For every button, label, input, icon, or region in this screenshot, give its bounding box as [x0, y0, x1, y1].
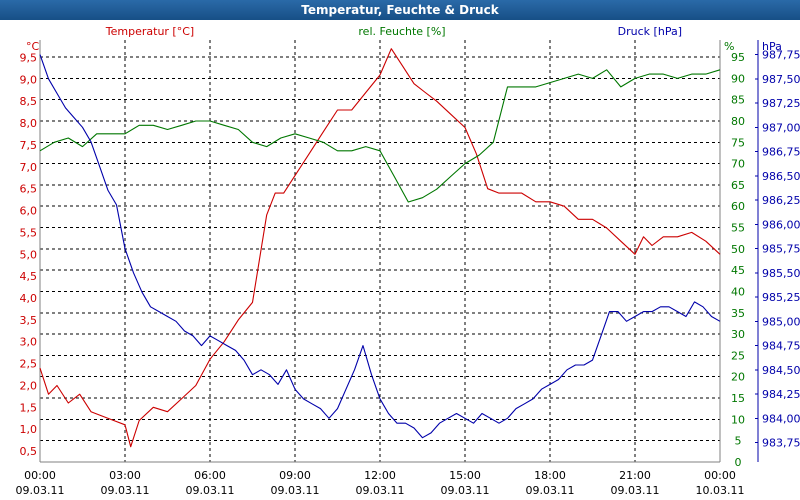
temperature-tick-label: 6,0 — [20, 205, 38, 218]
pressure-tick-label: 987,50 — [762, 73, 800, 86]
temperature-tick-label: 3,0 — [20, 336, 38, 349]
legend-pressure: Druck [hPa] — [618, 25, 682, 38]
pressure-tick-label: 984,50 — [762, 364, 800, 377]
humidity-tick-label: 75 — [731, 136, 745, 149]
chart-title: Temperatur, Feuchte & Druck — [0, 0, 800, 20]
x-tick-date-label: 09.03.11 — [101, 484, 150, 497]
grid-layer — [40, 40, 720, 462]
x-tick-date-label: 09.03.11 — [16, 484, 65, 497]
humidity-tick-label: 70 — [731, 158, 745, 171]
pressure-tick-label: 987,75 — [762, 49, 800, 62]
temperature-tick-label: 7,5 — [20, 139, 38, 152]
pressure-tick-label: 986,75 — [762, 146, 800, 159]
humidity-tick-label: 25 — [731, 349, 745, 362]
x-tick-time-label: 06:00 — [194, 469, 226, 482]
x-tick-time-label: 09:00 — [279, 469, 311, 482]
x-tick-time-label: 00:00 — [24, 469, 56, 482]
humidity-tick-label: 0 — [735, 456, 742, 469]
x-tick-date-label: 09.03.11 — [356, 484, 405, 497]
humidity-tick-label: 80 — [731, 115, 745, 128]
pressure-tick-label: 983,75 — [762, 437, 800, 450]
temperature-tick-label: 8,5 — [20, 95, 38, 108]
temperature-tick-label: 7,0 — [20, 161, 38, 174]
pressure-tick-label: 985,00 — [762, 315, 800, 328]
legend-temperature: Temperatur [°C] — [105, 25, 194, 38]
temperature-tick-label: 1,5 — [20, 401, 38, 414]
pressure-axis-unit: hPa — [762, 40, 782, 53]
temperature-tick-label: 5,5 — [20, 226, 38, 239]
pressure-tick-label: 986,50 — [762, 170, 800, 183]
humidity-tick-label: 65 — [731, 179, 745, 192]
pressure-tick-label: 985,75 — [762, 243, 800, 256]
temperature-axis-unit: °C — [26, 40, 40, 53]
temperature-tick-label: 6,5 — [20, 183, 38, 196]
x-tick-date-label: 09.03.11 — [526, 484, 575, 497]
humidity-tick-label: 85 — [731, 94, 745, 107]
humidity-tick-label: 35 — [731, 307, 745, 320]
x-tick-time-label: 21:00 — [619, 469, 651, 482]
temperature-tick-label: 2,5 — [20, 358, 38, 371]
humidity-tick-label: 10 — [731, 413, 745, 426]
pressure-tick-label: 985,25 — [762, 291, 800, 304]
temperature-series-line — [39, 48, 721, 448]
pressure-tick-label: 986,00 — [762, 218, 800, 231]
humidity-tick-label: 15 — [731, 392, 745, 405]
temperature-tick-label: 9,5 — [20, 51, 38, 64]
humidity-tick-label: 55 — [731, 222, 745, 235]
x-tick-time-label: 00:00 — [704, 469, 736, 482]
pressure-tick-label: 984,75 — [762, 340, 800, 353]
pressure-tick-label: 986,25 — [762, 194, 800, 207]
labels-layer: °C 0,5 1,0 1,5 2,0 2,5 3,0 3,5 4,0 4,5 5,0 5,5 6,0 6,… — [16, 25, 800, 497]
pressure-tick-label: 984,25 — [762, 388, 800, 401]
x-tick-date-label: 09.03.11 — [611, 484, 660, 497]
axes-layer — [39, 40, 759, 463]
humidity-tick-label: 5 — [735, 435, 742, 448]
humidity-tick-label: 60 — [731, 200, 745, 213]
humidity-tick-label: 50 — [731, 243, 745, 256]
legend-humidity: rel. Feuchte [%] — [358, 25, 445, 38]
humidity-tick-label: 30 — [731, 328, 745, 341]
humidity-tick-label: 45 — [731, 264, 745, 277]
x-tick-time-label: 12:00 — [364, 469, 396, 482]
pressure-tick-label: 987,25 — [762, 97, 800, 110]
temperature-tick-label: 1,0 — [20, 423, 38, 436]
humidity-tick-label: 95 — [731, 51, 745, 64]
humidity-tick-label: 40 — [731, 285, 745, 298]
humidity-tick-label: 20 — [731, 371, 745, 384]
x-tick-date-label: 09.03.11 — [186, 484, 235, 497]
humidity-series-line — [39, 69, 721, 203]
temperature-tick-label: 9,0 — [20, 73, 38, 86]
temperature-tick-label: 0,5 — [20, 445, 38, 458]
x-tick-date-label: 09.03.11 — [271, 484, 320, 497]
temperature-tick-label: 2,0 — [20, 379, 38, 392]
x-tick-date-label: 09.03.11 — [441, 484, 490, 497]
x-tick-time-label: 03:00 — [109, 469, 141, 482]
temperature-tick-label: 4,0 — [20, 292, 38, 305]
chart-svg: °C 0,5 1,0 1,5 2,0 2,5 3,0 3,5 4,0 4,5 5,0 5,5 6,0 6,… — [16, 25, 800, 497]
temperature-tick-label: 4,5 — [20, 270, 38, 283]
x-tick-time-label: 15:00 — [449, 469, 481, 482]
temperature-tick-label: 8,0 — [20, 117, 38, 130]
pressure-tick-label: 987,00 — [762, 121, 800, 134]
humidity-axis-unit: % — [724, 40, 734, 53]
temperature-tick-label: 5,0 — [20, 248, 38, 261]
pressure-tick-label: 985,50 — [762, 267, 800, 280]
x-tick-time-label: 18:00 — [534, 469, 566, 482]
pressure-tick-label: 984,00 — [762, 412, 800, 425]
x-tick-date-label: 10.03.11 — [696, 484, 745, 497]
temperature-tick-label: 3,5 — [20, 314, 38, 327]
pressure-series-line — [39, 54, 721, 439]
series-layer — [39, 48, 721, 448]
humidity-tick-label: 90 — [731, 72, 745, 85]
